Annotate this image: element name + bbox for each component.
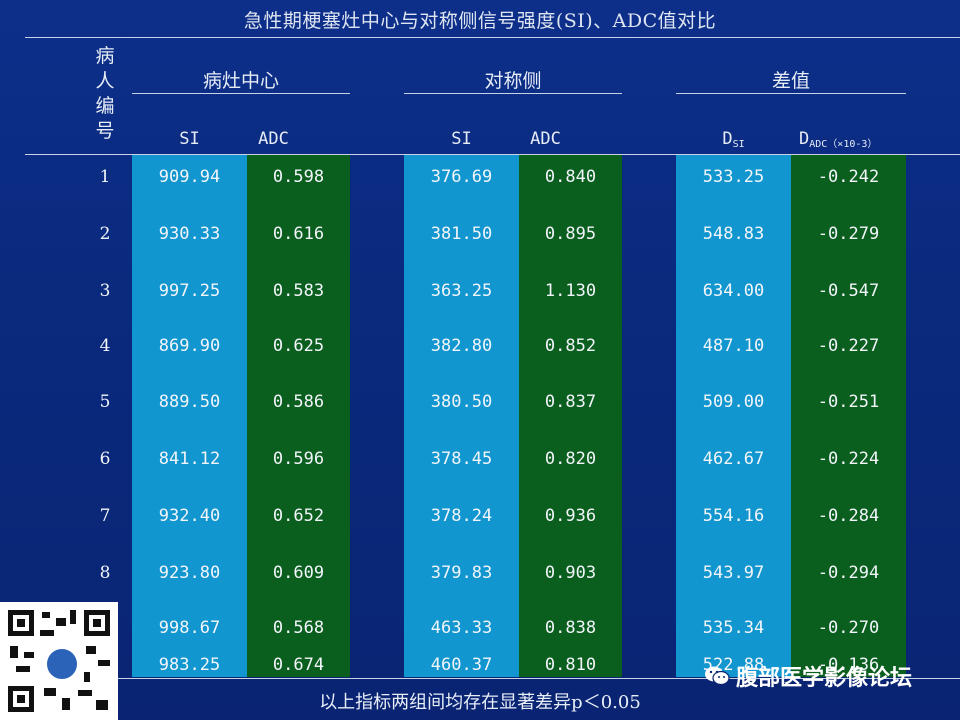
table-cell-dadc: -0.270 [817,618,880,638]
table-cell-adc1: 0.598 [272,167,325,187]
table-cell-adc1: 0.625 [272,336,325,356]
top-rule [25,37,960,38]
dadc-subscript: ADC（×10-3） [809,139,878,150]
footer-note: 以上指标两组间均存在显著差异p＜0.05 [319,692,641,713]
table-cell-dadc: -0.251 [817,392,880,412]
table-cell-si1: 923.80 [158,563,221,583]
table-cell-dadc: -0.284 [817,506,880,526]
column-bg-lesion-si [132,155,247,677]
table-cell-adc1: 0.616 [272,224,325,244]
subheader-contra-si: SI [451,129,472,149]
table-cell-adc2: 0.810 [544,655,597,675]
table-cell-si2: 363.25 [430,281,493,301]
row-id: 5 [99,392,111,412]
table-cell-adc1: 0.583 [272,281,325,301]
table-cell-adc1: 0.674 [272,655,325,675]
column-bg-contra-si [404,155,519,677]
table-cell-adc2: 0.820 [544,449,597,469]
group-rule-lesion [132,93,350,94]
table-cell-dadc: -0.547 [817,281,880,301]
table-cell-si2: 379.83 [430,563,493,583]
row-id: 2 [99,224,111,244]
table-cell-si2: 460.37 [430,655,493,675]
table-cell-si2: 376.69 [430,167,493,187]
table-cell-dsi: 548.83 [702,224,765,244]
table-cell-adc1: 0.609 [272,563,325,583]
table-cell-si1: 889.50 [158,392,221,412]
table-cell-adc2: 0.837 [544,392,597,412]
table-cell-dadc: -0.294 [817,563,880,583]
table-cell-si1: 930.33 [158,224,221,244]
header-rule [25,154,960,155]
table-cell-si1: 841.12 [158,449,221,469]
table-cell-adc1: 0.652 [272,506,325,526]
table-cell-adc1: 0.586 [272,392,325,412]
table-cell-adc2: 1.130 [544,281,597,301]
table-cell-si2: 463.33 [430,618,493,638]
table-cell-dadc: -0.136 [817,655,880,675]
group-header-contra: 对称侧 [484,70,542,92]
table-cell-dsi: 634.00 [702,281,765,301]
row-id: 7 [99,506,111,526]
table-cell-dsi: 533.25 [702,167,765,187]
table-cell-si2: 382.80 [430,336,493,356]
table-cell-si2: 378.45 [430,449,493,469]
table-cell-adc2: 0.840 [544,167,597,187]
wechat-icon [705,666,730,686]
table-cell-dsi: 535.34 [702,618,765,638]
subheader-lesion-adc: ADC [258,129,289,149]
subheader-lesion-si: SI [179,129,200,149]
dadc-main: D [799,129,810,149]
table-cell-si1: 983.25 [158,655,221,675]
column-bg-diff-si [676,155,791,677]
group-rule-diff [676,93,906,94]
table-cell-si1: 909.94 [158,167,221,187]
table-cell-dsi: 543.97 [702,563,765,583]
column-bg-contra-adc [519,155,622,677]
table-cell-adc1: 0.568 [272,618,325,638]
table-cell-adc2: 0.852 [544,336,597,356]
table-cell-si1: 998.67 [158,618,221,638]
column-bg-diff-adc [791,155,906,677]
group-header-diff: 差值 [771,70,810,92]
row-id: 4 [99,336,111,356]
watermark-text: 腹部医学影像论坛 [736,666,913,691]
table-cell-dsi: 462.67 [702,449,765,469]
table-cell-adc2: 0.903 [544,563,597,583]
subheader-diff-si: DSI [676,129,791,150]
group-header-lesion: 病灶中心 [202,70,279,92]
row-id: 6 [99,449,111,469]
dsi-main: D [722,129,733,149]
row-id: 3 [99,281,111,301]
table-cell-si1: 997.25 [158,281,221,301]
table-cell-adc2: 0.895 [544,224,597,244]
table-cell-dadc: -0.242 [817,167,880,187]
table-cell-si2: 380.50 [430,392,493,412]
table-cell-si2: 381.50 [430,224,493,244]
table-cell-si2: 378.24 [430,506,493,526]
subheader-diff-adc: DADC（×10-3） [791,129,914,150]
table-cell-dadc: -0.227 [817,336,880,356]
table-cell-si1: 869.90 [158,336,221,356]
group-rule-contra [404,93,622,94]
dsi-subscript: SI [732,139,745,150]
column-bg-lesion-adc [247,155,350,677]
bottom-rule [118,678,960,679]
row-header-label: 病人编号 [95,45,115,142]
page-title: 急性期梗塞灶中心与对称侧信号强度(SI)、ADC值对比 [243,10,717,32]
table-cell-dadc: -0.224 [817,449,880,469]
qr-code-icon [0,602,118,720]
row-id: 1 [99,167,111,187]
table-cell-si1: 932.40 [158,506,221,526]
row-id: 8 [99,563,111,583]
subheader-contra-adc: ADC [530,129,561,149]
table-cell-dadc: -0.279 [817,224,880,244]
watermark: 腹部医学影像论坛 [704,660,912,692]
table-cell-dsi: 509.00 [702,392,765,412]
table-cell-dsi: 554.16 [702,506,765,526]
table-cell-adc1: 0.596 [272,449,325,469]
table-cell-dsi: 487.10 [702,336,765,356]
table-cell-adc2: 0.936 [544,506,597,526]
table-cell-adc2: 0.838 [544,618,597,638]
